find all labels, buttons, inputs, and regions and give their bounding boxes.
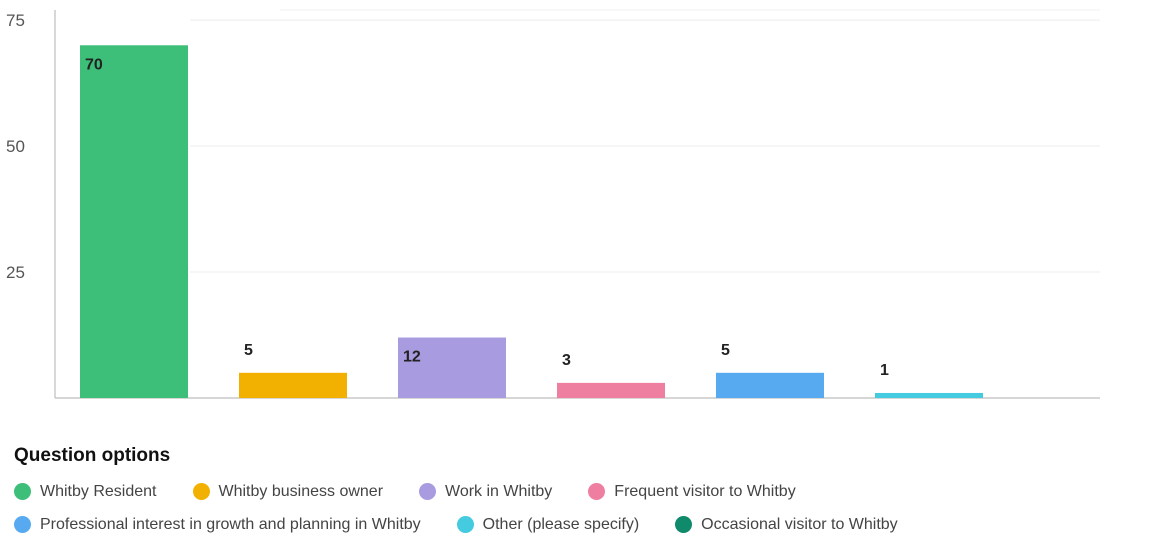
legend-swatch-other (456, 516, 474, 533)
data-label-whitby-resident: 70 (85, 56, 103, 73)
bar-other-please-specify (875, 392, 983, 398)
legend: Question options Whitby Resident Whitby … (14, 444, 1164, 541)
legend-swatch-frequent-visitor (588, 483, 606, 500)
data-label-whitby-business-owner: 5 (244, 342, 253, 359)
bar-frequent-visitor-to-whitby (557, 382, 665, 398)
data-label-other-please-specify: 1 (880, 362, 889, 379)
legend-row-1: Whitby Resident Whitby business owner Wo… (14, 475, 1164, 508)
legend-item-other[interactable]: Other (please specify) (456, 515, 640, 534)
chart-canvas: 25 50 75 70 5 12 3 5 1 (6, 9, 1100, 399)
legend-label-occasional-visitor: Occasional visitor to Whitby (701, 515, 898, 533)
legend-swatch-whitby-resident (14, 483, 31, 500)
data-label-frequent-visitor-to-whitby: 3 (562, 352, 571, 369)
y-tick-label-75: 75 (6, 11, 25, 30)
legend-item-work-in-whitby[interactable]: Work in Whitby (419, 483, 552, 501)
legend-item-professional-interest[interactable]: Professional interest in growth and plan… (14, 516, 421, 534)
legend-swatch-professional-interest (14, 516, 31, 533)
legend-title: Question options (14, 445, 171, 466)
legend-row-2: Professional interest in growth and plan… (14, 508, 1164, 541)
legend-item-occasional-visitor[interactable]: Occasional visitor to Whitby (675, 516, 898, 534)
legend-label-other: Other (please specify) (482, 515, 640, 533)
legend-label-frequent-visitor: Frequent visitor to Whitby (614, 482, 796, 500)
legend-item-whitby-resident[interactable]: Whitby Resident (14, 483, 157, 501)
legend-swatch-work-in-whitby (419, 483, 437, 500)
legend-label-whitby-resident: Whitby Resident (40, 482, 157, 500)
bar-work-in-whitby (398, 337, 506, 398)
bar-chart: 25 50 75 70 5 12 3 5 1 (6, 9, 1100, 399)
bar-whitby-business-owner (239, 372, 347, 398)
data-label-professional-interest-in-growth-and-planning-in-whitby: 5 (721, 342, 730, 359)
y-tick-label-25: 25 (6, 263, 25, 282)
legend-label-whitby-business-owner: Whitby business owner (218, 482, 384, 500)
bar-professional-interest-in-growth-and-planning-in-whitby (716, 372, 824, 398)
bar-whitby-resident (80, 45, 188, 398)
data-label-work-in-whitby: 12 (403, 349, 421, 366)
legend-label-professional-interest: Professional interest in growth and plan… (40, 515, 421, 533)
y-tick-label-50: 50 (6, 137, 25, 156)
legend-label-work-in-whitby: Work in Whitby (445, 482, 553, 500)
legend-swatch-occasional-visitor (675, 516, 693, 533)
legend-item-whitby-business-owner[interactable]: Whitby business owner (192, 482, 384, 501)
legend-item-frequent-visitor[interactable]: Frequent visitor to Whitby (588, 482, 796, 501)
legend-swatch-whitby-business-owner (192, 483, 210, 500)
